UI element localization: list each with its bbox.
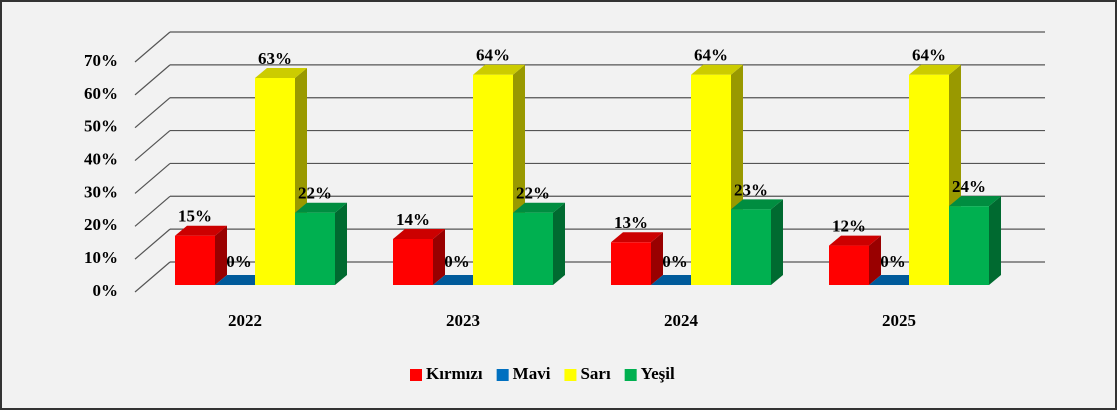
bar <box>175 225 227 285</box>
bar-face <box>393 239 433 285</box>
data-label: 0% <box>880 252 906 271</box>
bar-face <box>553 202 565 285</box>
data-label: 23% <box>734 180 768 199</box>
bar-face <box>691 64 743 75</box>
y-tick-label: 20% <box>84 215 118 234</box>
bar <box>829 235 881 285</box>
data-label: 24% <box>952 177 986 196</box>
data-label: 14% <box>396 210 430 229</box>
bar <box>255 68 307 285</box>
y-tick-label: 50% <box>84 117 118 136</box>
legend-label: Kırmızı <box>426 364 483 383</box>
bar-face <box>731 199 783 210</box>
bar <box>611 232 663 285</box>
bar-face <box>651 275 703 285</box>
bar <box>651 275 703 286</box>
y-tick-label: 0% <box>93 281 119 300</box>
data-label: 0% <box>662 252 688 271</box>
data-label: 22% <box>298 184 332 203</box>
bar-face <box>215 225 227 285</box>
bar-face <box>869 275 921 285</box>
bar <box>949 196 1001 285</box>
bar-face <box>215 275 267 285</box>
grid-line <box>134 31 171 63</box>
data-label: 0% <box>226 252 252 271</box>
legend-label: Mavi <box>513 364 551 383</box>
x-tick-label: 2024 <box>664 311 699 330</box>
bar-face <box>175 225 227 236</box>
bar <box>393 229 445 285</box>
bar-face <box>651 232 663 285</box>
bar-face <box>393 229 445 239</box>
bar <box>215 275 267 286</box>
bar-face <box>949 196 1001 207</box>
bar-face <box>611 232 663 243</box>
x-tick-label: 2023 <box>446 311 480 330</box>
x-tick-label: 2025 <box>882 311 916 330</box>
bar-face <box>611 242 651 285</box>
legend-swatch <box>496 369 509 381</box>
bar-face <box>771 199 783 285</box>
grid-line <box>134 97 171 129</box>
bar-face <box>255 78 295 285</box>
y-tick-label: 10% <box>84 248 118 267</box>
grid-line <box>134 64 171 96</box>
grid-line <box>134 162 171 194</box>
bar <box>433 275 485 286</box>
bar-face <box>295 212 335 285</box>
bar-face <box>513 212 553 285</box>
bar-face <box>909 74 949 285</box>
data-label: 22% <box>516 184 550 203</box>
data-label: 0% <box>444 252 470 271</box>
bar <box>731 199 783 285</box>
legend-swatch <box>564 369 577 381</box>
legend-swatch <box>624 369 637 381</box>
legend-label: Sarı <box>580 364 611 383</box>
bar-face <box>909 64 961 75</box>
bar-face <box>433 275 485 285</box>
bar-face <box>691 74 731 285</box>
grid-line <box>134 261 171 293</box>
grid-line <box>134 195 171 227</box>
bar-face <box>829 245 869 285</box>
data-label: 12% <box>832 216 866 235</box>
grid-line <box>134 228 171 260</box>
bar-face <box>255 68 307 78</box>
bar-face <box>513 202 565 213</box>
bar-face <box>989 196 1001 285</box>
y-tick-label: 70% <box>84 51 118 70</box>
data-label: 63% <box>258 49 292 68</box>
data-label: 13% <box>614 213 648 232</box>
data-label: 64% <box>912 46 946 65</box>
grid-line <box>134 130 171 162</box>
bar-face <box>335 202 347 285</box>
legend-label: Yeşil <box>641 364 675 383</box>
bar-face <box>829 235 881 246</box>
bar-face <box>869 235 881 285</box>
y-tick-label: 40% <box>84 149 118 168</box>
legend-swatch <box>410 369 422 381</box>
bar-face <box>473 64 525 75</box>
x-tick-label: 2022 <box>228 311 262 330</box>
bar <box>869 275 921 286</box>
bar <box>295 202 347 285</box>
y-tick-label: 60% <box>84 84 118 103</box>
y-tick-label: 30% <box>84 182 118 201</box>
bar-face <box>949 206 989 285</box>
bar-face <box>731 209 771 285</box>
bar <box>513 202 565 285</box>
data-label: 64% <box>694 46 728 65</box>
data-label: 64% <box>476 46 510 65</box>
bar-face <box>473 74 513 285</box>
bar-face <box>295 202 347 213</box>
bar-face <box>175 235 215 285</box>
bar-face <box>433 229 445 285</box>
data-label: 15% <box>178 207 212 226</box>
